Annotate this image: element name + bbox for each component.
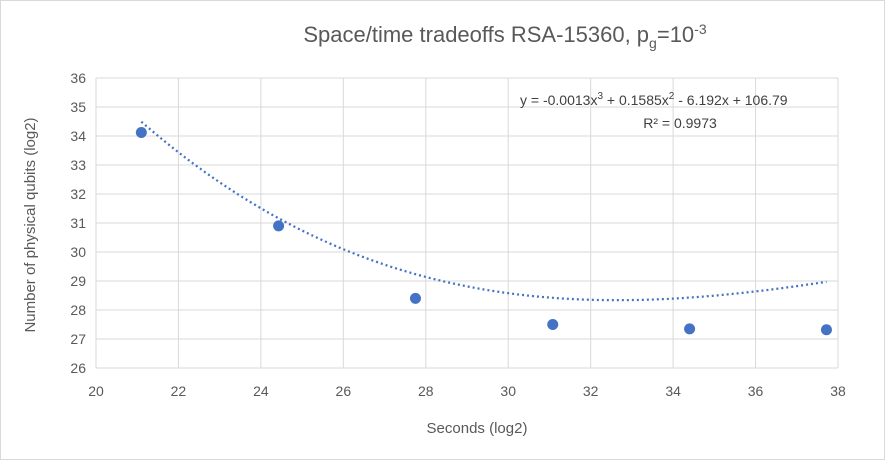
y-axis-label: Number of physical qubits (log2) xyxy=(22,117,39,332)
x-axis-label: Seconds (log2) xyxy=(427,420,528,437)
y-tick-label: 31 xyxy=(70,215,86,231)
y-tick-label: 29 xyxy=(70,273,86,289)
y-axis-tick-labels: 26 27 28 29 30 31 32 33 34 35 36 xyxy=(70,70,86,376)
data-points xyxy=(135,127,832,336)
grid-lines xyxy=(95,77,839,369)
x-tick-label: 36 xyxy=(748,383,764,399)
x-tick-label: 22 xyxy=(171,383,187,399)
r-squared-label: R² = 0.9973 xyxy=(643,115,717,131)
y-tick-label: 34 xyxy=(70,128,86,144)
chart-title: Space/time tradeoffs RSA-15360, pg=10-3 xyxy=(303,21,706,51)
data-point xyxy=(547,319,559,330)
y-tick-label: 28 xyxy=(70,302,86,318)
y-tick-label: 33 xyxy=(70,157,86,173)
x-tick-label: 34 xyxy=(665,383,681,399)
y-tick-label: 30 xyxy=(70,244,86,260)
x-axis-tick-labels: 20 22 24 26 28 30 32 34 36 38 xyxy=(88,383,846,399)
y-tick-label: 27 xyxy=(70,331,86,347)
x-tick-label: 30 xyxy=(500,383,516,399)
data-point xyxy=(820,324,832,336)
y-tick-label: 26 xyxy=(70,360,86,376)
data-point xyxy=(135,127,147,139)
x-tick-label: 32 xyxy=(583,383,599,399)
x-tick-label: 38 xyxy=(830,383,846,399)
x-tick-label: 24 xyxy=(253,383,269,399)
x-tick-label: 28 xyxy=(418,383,434,399)
trendline-equation: y = -0.0013x3 + 0.1585x2 - 6.192x + 106.… xyxy=(520,91,788,108)
data-point xyxy=(273,220,285,232)
x-tick-label: 20 xyxy=(88,383,104,399)
trendline xyxy=(140,120,827,302)
data-point xyxy=(409,292,421,304)
x-tick-label: 26 xyxy=(336,383,352,399)
data-point xyxy=(684,323,696,335)
y-tick-label: 35 xyxy=(70,99,86,115)
y-tick-label: 32 xyxy=(70,186,86,202)
y-tick-label: 36 xyxy=(70,70,86,86)
